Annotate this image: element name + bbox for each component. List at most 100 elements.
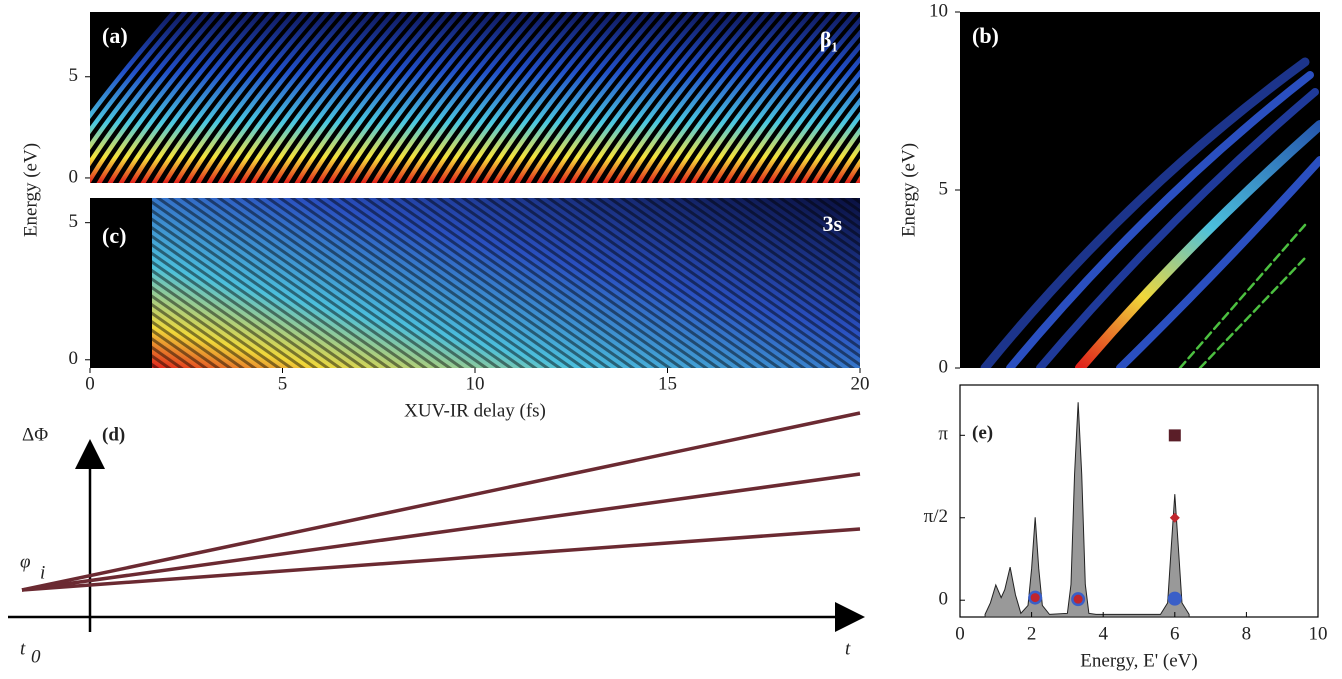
x-start-label: t xyxy=(20,638,26,659)
heatmap-stripe xyxy=(822,126,860,183)
heatmap-stripe xyxy=(228,12,364,183)
plot-frame xyxy=(959,384,1319,618)
x-tick-label: 2 xyxy=(1027,623,1037,644)
x-tick-label: 15 xyxy=(658,373,677,394)
heatmap-stripe xyxy=(745,29,860,183)
schematic xyxy=(8,411,865,632)
annotation: 3s xyxy=(822,211,842,236)
heatmap-stripe xyxy=(90,12,210,167)
y-axis-label: Energy (eV) xyxy=(20,143,41,237)
y-tick-label: 5 xyxy=(69,211,79,232)
x-axis-label: XUV-IR delay (fs) xyxy=(404,400,546,421)
marker xyxy=(1167,591,1182,606)
heatmap-stripe xyxy=(217,12,353,183)
heatmap-stripe xyxy=(261,12,397,183)
heatmap-stripe xyxy=(591,12,727,183)
heatmap-stripe xyxy=(327,12,463,183)
y-tick-label: 10 xyxy=(929,0,948,21)
heatmap-stripe xyxy=(624,12,760,183)
heatmap-stripe xyxy=(151,12,287,183)
phase-line xyxy=(21,472,861,592)
heatmap-stripe xyxy=(536,12,672,183)
y-tick-label: 0 xyxy=(69,348,79,369)
heatmap-stripe xyxy=(470,12,606,183)
x-tick-label: 8 xyxy=(1242,623,1252,644)
heatmap-stripe xyxy=(811,111,860,183)
heatmap-stripe xyxy=(206,12,342,183)
y-tick-label: π xyxy=(938,424,948,445)
heatmap-stripe xyxy=(734,16,860,183)
heatmap-stripe xyxy=(437,12,573,183)
heatmap-stripe xyxy=(173,12,309,183)
heatmap-stripe xyxy=(679,12,815,183)
heatmap-stripe xyxy=(90,12,199,150)
heatmap-stripe xyxy=(415,12,551,183)
heatmap-stripe xyxy=(514,12,650,183)
heatmap-stripe xyxy=(580,12,716,183)
x-tick-label: 0 xyxy=(85,373,95,394)
heatmap-stripe xyxy=(569,12,705,183)
heatmap-stripe xyxy=(305,12,441,183)
x-tick-label: 5 xyxy=(278,373,288,394)
heatmap-stripe xyxy=(844,158,860,183)
heatmap-stripe xyxy=(602,12,738,183)
annotation: β₁ xyxy=(820,27,838,52)
heatmap-stripe xyxy=(778,69,860,183)
phase-line xyxy=(21,527,861,592)
panel-label: (b) xyxy=(972,23,999,48)
heatmap-stripe xyxy=(90,12,188,135)
heatmap-stripe xyxy=(767,55,860,183)
axis-label: ΔΦ xyxy=(22,424,48,445)
y-tick-label: 5 xyxy=(939,178,949,199)
heatmap-stripe xyxy=(90,12,221,183)
heatmap-stripe xyxy=(195,12,331,183)
marker xyxy=(1169,512,1180,523)
x-tick-label: 4 xyxy=(1098,623,1108,644)
y-tick-label: 5 xyxy=(69,65,79,86)
y-tick-label: 0 xyxy=(939,589,949,610)
heatmap-stripe xyxy=(96,12,232,183)
heatmap-texture xyxy=(90,12,860,183)
x-tick-label: 6 xyxy=(1170,623,1180,644)
panel-label: (d) xyxy=(102,424,125,445)
panel-label: (c) xyxy=(102,223,126,248)
heatmap-stripe xyxy=(756,42,860,183)
heatmap-stripe xyxy=(492,12,628,183)
x-tick-label: 10 xyxy=(1309,623,1328,644)
heatmap-stripe xyxy=(459,12,595,183)
marker xyxy=(1073,594,1083,604)
heatmap-stripe xyxy=(316,12,452,183)
start-subscript: i xyxy=(40,562,45,583)
heatmap-stripe xyxy=(448,12,584,183)
heatmap-stripe xyxy=(338,12,474,183)
heatmap-stripe xyxy=(107,12,243,183)
x-tick-label: 20 xyxy=(851,373,870,394)
start-label: φ xyxy=(20,551,31,572)
heatmap-stripe xyxy=(162,12,298,183)
heatmap-stripe xyxy=(404,12,540,183)
x-start-subscript: 0 xyxy=(31,646,41,667)
spectrum-area xyxy=(984,402,1190,618)
heatmap-stripe xyxy=(140,12,276,183)
y-axis-label: Energy (eV) xyxy=(898,143,919,237)
heatmap-stripe xyxy=(393,12,529,183)
heatmap-stripe xyxy=(382,12,518,183)
heatmap-stripe xyxy=(800,97,860,183)
heatmap-stripe xyxy=(426,12,562,183)
heatmap-stripe xyxy=(129,12,265,183)
x-axis-label: t xyxy=(845,638,851,659)
heatmap-texture xyxy=(980,57,1320,368)
heatmap-stripe xyxy=(712,12,848,183)
x-tick-label: 0 xyxy=(955,623,965,644)
y-tick-label: π/2 xyxy=(924,506,948,527)
heatmap-stripe xyxy=(635,12,771,183)
heatmap-stripe xyxy=(250,12,386,183)
heatmap-stripe xyxy=(294,12,430,183)
heatmap-stripe xyxy=(349,12,485,183)
heatmap-stripe xyxy=(503,12,639,183)
heatmap-stripe xyxy=(184,12,320,183)
heatmap-stripe xyxy=(547,12,683,183)
heatmap-stripe xyxy=(723,12,859,183)
heatmap-stripe xyxy=(481,12,617,183)
heatmap-stripe xyxy=(690,12,826,183)
